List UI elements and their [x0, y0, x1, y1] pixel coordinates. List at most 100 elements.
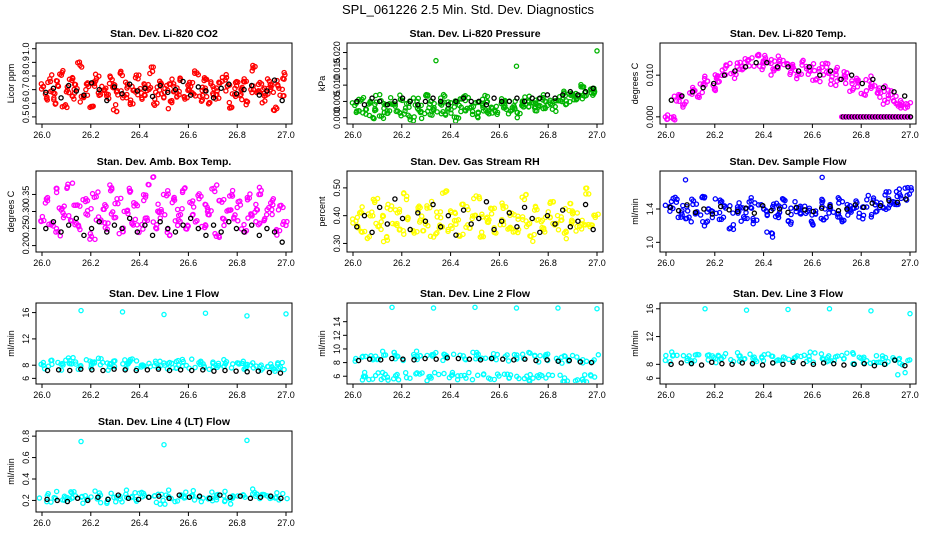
data-point-mean [668, 361, 674, 368]
data-point-mean [488, 355, 495, 362]
data-point-lower [426, 373, 432, 380]
data-point-all [588, 222, 594, 228]
data-point-all [136, 490, 143, 496]
data-point-mean [188, 367, 195, 374]
x-tick-label: 26.2 [393, 390, 411, 400]
data-point-all [563, 229, 569, 236]
outlier-point [819, 174, 825, 181]
data-point-all [243, 78, 250, 85]
y-tick-label: 1.4 [645, 203, 655, 216]
data-point-mean [361, 101, 368, 108]
data-point-mean [742, 64, 749, 70]
data-point-lower [441, 370, 447, 377]
data-point-lower [403, 374, 410, 381]
data-point-all [427, 233, 434, 240]
data-point-all [258, 367, 264, 373]
data-point-all [578, 84, 584, 90]
data-point-all [855, 77, 861, 84]
data-point-upper [505, 358, 512, 364]
data-point-mean [271, 77, 278, 83]
data-point-all [114, 196, 120, 202]
data-point-all [904, 184, 911, 191]
data-point-mean [392, 196, 398, 202]
data-point-mean [466, 356, 473, 362]
y-tick-label: 0.5 [21, 111, 31, 124]
data-point-all [77, 226, 83, 233]
data-point-all [202, 85, 208, 91]
data-point-all [140, 192, 147, 198]
data-point-all [112, 102, 119, 108]
data-point-mean [111, 222, 118, 228]
data-point-all [861, 91, 867, 98]
data-point-mean [104, 229, 110, 235]
x-tick-label: 27.0 [901, 390, 919, 400]
data-point-lower [494, 371, 501, 377]
data-point-all [506, 225, 513, 232]
data-point-mean [384, 101, 391, 108]
data-point-mean [852, 202, 859, 208]
data-point-all [514, 114, 521, 121]
data-point-all [517, 110, 523, 117]
outlier-point [902, 369, 908, 376]
data-point-all [782, 197, 788, 204]
data-point-all [132, 216, 139, 223]
data-point-mean [142, 222, 148, 228]
data-point-mean [483, 199, 490, 205]
data-point-mean [444, 355, 451, 361]
panel-title: Stan. Dev. Amb. Box Temp. [97, 156, 232, 168]
data-point-all [401, 190, 407, 196]
data-point-mean [89, 367, 95, 373]
data-point-all [213, 182, 220, 188]
data-point-mean [891, 89, 897, 95]
data-point-all [113, 89, 120, 95]
outlier-point [555, 305, 561, 311]
data-point-all [728, 356, 734, 363]
data-point-all [216, 233, 222, 239]
data-point-all [143, 192, 149, 198]
data-point-mean [206, 495, 213, 502]
data-point-mean [860, 204, 867, 211]
data-point-mean [559, 92, 566, 98]
data-point-all [87, 230, 94, 237]
data-point-mean [392, 98, 398, 105]
data-point-all [863, 88, 870, 94]
data-point-all [841, 355, 847, 362]
panel-5: Stan. Dev. Gas Stream RH 26.0 26.2 26.4 26.6… [317, 156, 606, 268]
data-point-all [680, 352, 687, 359]
data-point-all [519, 194, 525, 200]
data-point-mean [200, 367, 206, 373]
x-tick-label: 26.6 [180, 390, 198, 400]
data-point-mean [354, 224, 360, 230]
data-point-all [736, 200, 742, 206]
data-point-all [65, 355, 72, 361]
data-point-all [353, 218, 359, 224]
data-point-mean [785, 209, 791, 216]
data-point-all [370, 115, 377, 122]
data-point-all [445, 105, 452, 111]
data-point-all [170, 81, 177, 87]
data-point-all [750, 220, 756, 227]
data-point-mean [422, 355, 428, 362]
x-tick-label: 26.2 [82, 390, 100, 400]
data-point-all [152, 358, 159, 364]
y-tick-label: 0.010 [645, 64, 655, 87]
y-tick-label: 1.0 [645, 236, 655, 249]
data-point-all [700, 81, 706, 88]
data-point-all [78, 362, 84, 369]
data-point-all [484, 93, 491, 100]
data-point-all [669, 353, 676, 359]
data-point-all [816, 66, 823, 72]
data-point-all [807, 349, 813, 355]
data-point-all [441, 99, 447, 105]
outlier-point [907, 310, 913, 317]
data-point-all [280, 221, 286, 228]
data-point-all [174, 222, 181, 229]
data-point-all [704, 218, 711, 225]
data-point-all [177, 75, 183, 81]
y-axis-label: Licor ppm [6, 64, 16, 104]
data-point-mean [180, 222, 186, 228]
data-point-all [221, 196, 227, 203]
data-point-all [555, 227, 562, 233]
data-point-mean [211, 368, 217, 374]
data-point-lower [491, 376, 498, 383]
